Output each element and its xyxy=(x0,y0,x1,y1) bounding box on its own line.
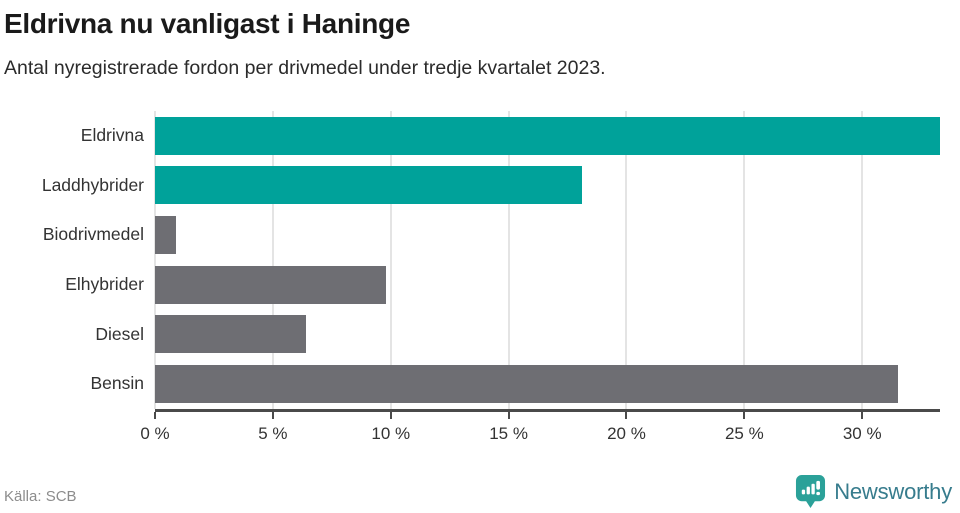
axis-tick-label-30: 30 % xyxy=(842,423,882,443)
gridline-25 xyxy=(743,111,746,409)
bar-row xyxy=(155,210,940,260)
chart-subtitle: Antal nyregistrerade fordon per drivmede… xyxy=(4,57,606,79)
gridline-0 xyxy=(154,111,156,409)
newsworthy-bubble-icon xyxy=(796,475,826,508)
category-label-diesel: Diesel xyxy=(95,323,144,344)
x-axis-line xyxy=(155,408,940,412)
category-label-elhybrider: Elhybrider xyxy=(65,274,144,295)
axis-tick-15 xyxy=(507,411,510,419)
bar-chart: Eldrivna Laddhybrider Biodrivmedel Elhybrid… xyxy=(7,111,940,455)
source-note: Källa: SCB xyxy=(4,488,77,505)
axis-tick-5 xyxy=(271,411,274,419)
gridline-20 xyxy=(625,111,628,409)
axis-tick-30 xyxy=(861,411,864,419)
category-label-laddhybrider: Laddhybrider xyxy=(41,174,144,195)
axis-tick-10 xyxy=(389,411,392,419)
plot-area xyxy=(154,111,940,409)
axis-tick-label-5: 5 % xyxy=(258,423,288,443)
bar-row xyxy=(155,359,940,409)
axis-tick-label-20: 20 % xyxy=(607,423,646,443)
bar-row xyxy=(155,309,940,359)
gridline-10 xyxy=(389,111,392,409)
bar-row xyxy=(155,111,940,161)
footer: Källa: SCB Newsworthy xyxy=(4,474,952,509)
bar-biodrivmedel xyxy=(155,215,177,254)
axis-tick-25 xyxy=(743,411,746,419)
axis-tick-label-0: 0 % xyxy=(140,423,170,443)
bars xyxy=(155,111,940,409)
axis-tick-label-25: 25 % xyxy=(724,423,764,443)
bar-eldrivna xyxy=(155,116,940,155)
axis-tick-0 xyxy=(154,411,156,419)
page-title: Eldrivna nu vanligast i Haninge xyxy=(4,8,411,39)
bar-row xyxy=(155,260,940,310)
category-axis: Eldrivna Laddhybrider Biodrivmedel Elhybrid… xyxy=(7,111,155,409)
category-label-biodrivmedel: Biodrivmedel xyxy=(42,224,144,245)
category-label-bensin: Bensin xyxy=(90,373,144,394)
gridline-15 xyxy=(507,111,510,409)
bar-laddhybrider xyxy=(155,166,582,205)
bar-bensin xyxy=(155,364,898,403)
gridline-30 xyxy=(861,111,864,409)
category-label-eldrivna: Eldrivna xyxy=(80,125,144,146)
axis-tick-20 xyxy=(625,411,628,419)
newsworthy-wordmark: Newsworthy xyxy=(834,478,952,504)
axis-tick-label-15: 15 % xyxy=(489,423,528,443)
bar-diesel xyxy=(155,315,306,354)
axis-tick-label-10: 10 % xyxy=(371,423,411,443)
gridline-5 xyxy=(271,111,274,409)
gridlines xyxy=(154,111,940,409)
newsworthy-logo: Newsworthy xyxy=(795,474,952,509)
x-axis: 0 % 5 % 10 % 15 % 20 % 25 % 30 % xyxy=(140,408,940,455)
bar-row xyxy=(155,161,940,211)
bar-elhybrider xyxy=(155,265,387,304)
axis-spacer xyxy=(7,409,155,455)
